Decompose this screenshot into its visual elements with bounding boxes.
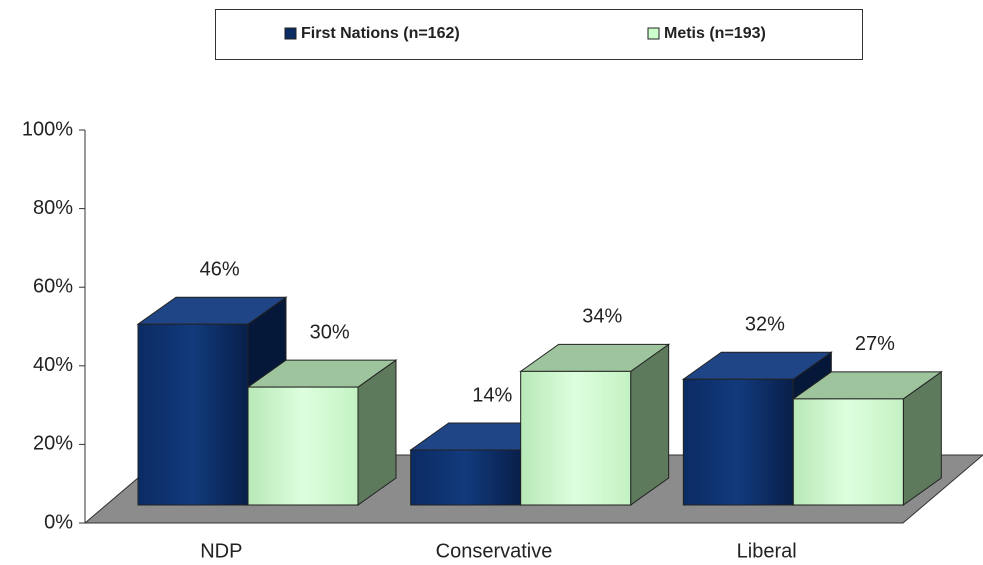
value-label: 27%	[855, 333, 895, 355]
value-label: 30%	[310, 321, 350, 343]
bar	[246, 359, 398, 506]
x-tick-label: NDP	[200, 540, 242, 562]
bar-front	[682, 378, 794, 506]
value-label: 34%	[582, 306, 622, 328]
y-tick-label: 20%	[33, 433, 73, 455]
value-label: 32%	[745, 314, 785, 336]
y-tick-label: 80%	[33, 197, 73, 219]
legend-swatch	[284, 27, 297, 40]
value-label: 14%	[472, 384, 512, 406]
legend-label: First Nations (n=162)	[301, 25, 460, 42]
bar-front	[247, 386, 359, 506]
bar-side	[630, 343, 670, 506]
bar	[519, 343, 671, 506]
bar-front	[520, 370, 632, 506]
x-tick-label: Liberal	[737, 540, 797, 562]
y-tick-label: 0%	[44, 511, 73, 533]
value-label: 46%	[200, 259, 240, 281]
bar-front	[792, 398, 904, 506]
bar-front	[410, 449, 522, 506]
legend-label: Metis (n=193)	[664, 25, 766, 42]
y-tick-label: 40%	[33, 354, 73, 376]
x-tick-label: Conservative	[436, 540, 553, 562]
y-tick-label: 60%	[33, 275, 73, 297]
legend-swatch	[647, 27, 660, 40]
legend-box	[215, 9, 863, 60]
y-tick-label: 100%	[22, 118, 73, 140]
bar	[791, 370, 943, 506]
bar-front	[137, 323, 249, 506]
